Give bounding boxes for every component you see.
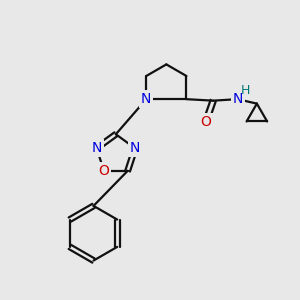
Text: N: N	[130, 141, 140, 155]
Text: N: N	[141, 92, 152, 106]
Text: O: O	[98, 164, 110, 178]
Text: N: N	[92, 141, 102, 155]
Text: H: H	[241, 84, 250, 98]
Text: N: N	[232, 92, 243, 106]
Text: O: O	[200, 115, 211, 129]
